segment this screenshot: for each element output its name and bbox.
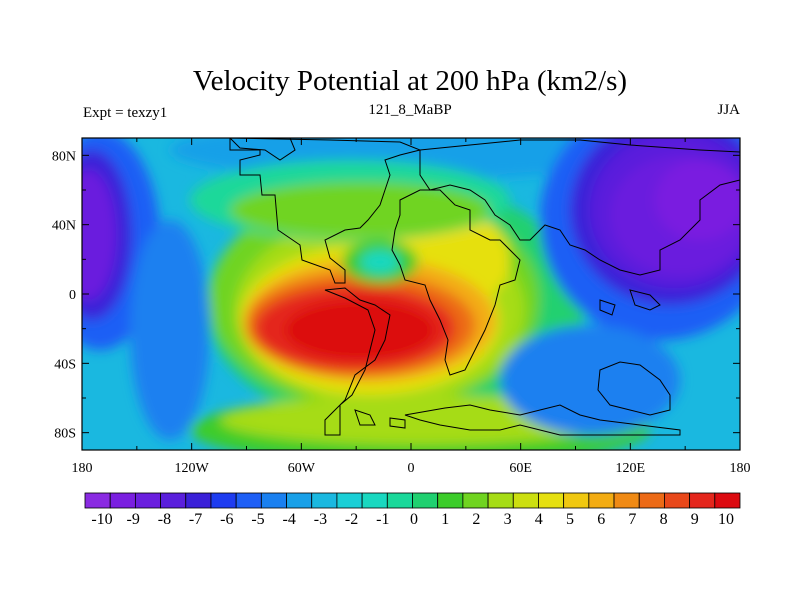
colorbar-label: -1	[376, 511, 389, 528]
colorbar-swatch	[210, 492, 237, 509]
subtitle-label: 121_8_MaBP	[368, 102, 451, 118]
colorbar-swatch	[664, 492, 691, 509]
colorbar-label: 7	[628, 511, 636, 528]
experiment-label: Expt = texzy1	[83, 105, 167, 121]
colorbar-label: 5	[566, 511, 574, 528]
colorbar-swatch	[160, 492, 187, 509]
colorbar-swatch	[109, 492, 136, 509]
colorbar-label: -10	[91, 511, 112, 528]
colorbar-swatch	[588, 492, 615, 509]
colorbar: -10 -9 -8 -7 -6 -5 -4 -3 -2 -1 0 1 2 3 4 5 6 7 8 9 10	[84, 492, 741, 528]
colorbar-label: 4	[535, 511, 543, 528]
y-tick-label: 0	[69, 288, 76, 303]
colorbar-swatch	[235, 492, 262, 509]
colorbar-swatch	[134, 492, 161, 509]
colorbar-label: -4	[283, 511, 296, 528]
x-tick-label: 0	[408, 461, 415, 476]
colorbar-swatch	[84, 492, 111, 509]
colorbar-label: 0	[410, 511, 418, 528]
x-tick-label: 180	[72, 461, 93, 476]
colorbar-swatch	[487, 492, 514, 509]
colorbar-swatch	[286, 492, 313, 509]
plot-title: Velocity Potential at 200 hPa (km2/s)	[193, 65, 627, 97]
y-tick-label: 40S	[54, 357, 76, 372]
colorbar-label: 9	[691, 511, 699, 528]
y-tick-label: 80N	[52, 149, 76, 164]
x-tick-label: 120W	[175, 461, 210, 476]
colorbar-swatch	[613, 492, 640, 509]
colorbar-swatch	[311, 492, 338, 509]
colorbar-swatch	[714, 492, 741, 509]
colorbar-label: -8	[158, 511, 171, 528]
colorbar-swatch	[185, 492, 212, 509]
colorbar-label: -5	[251, 511, 264, 528]
colorbar-label: -9	[127, 511, 140, 528]
x-tick-label: 120E	[616, 461, 646, 476]
colorbar-label: -3	[314, 511, 327, 528]
season-label: JJA	[717, 102, 740, 118]
colorbar-label: 10	[718, 511, 734, 528]
colorbar-label: 6	[597, 511, 605, 528]
colorbar-swatch	[336, 492, 363, 509]
colorbar-label: 1	[441, 511, 449, 528]
colorbar-swatch	[437, 492, 464, 509]
colorbar-swatch	[638, 492, 665, 509]
colorbar-swatch	[361, 492, 388, 509]
colorbar-swatch	[260, 492, 287, 509]
colorbar-swatch	[412, 492, 439, 509]
coastlines	[229, 138, 740, 436]
colorbar-swatch	[538, 492, 565, 509]
x-axis: 180 120W 60W 0 60E 120E 180	[72, 138, 751, 476]
velocity-potential-field	[82, 138, 740, 450]
colorbar-label: -2	[345, 511, 358, 528]
colorbar-swatch	[512, 492, 539, 509]
y-axis: 80N 40N 0 40S 80S	[52, 149, 740, 442]
colorbar-swatch	[386, 492, 413, 509]
x-tick-label: 180	[730, 461, 751, 476]
colorbar-label: 2	[472, 511, 480, 528]
colorbar-label: -7	[189, 511, 202, 528]
y-tick-label: 40N	[52, 219, 76, 234]
colorbar-swatch	[563, 492, 590, 509]
colorbar-swatch	[689, 492, 716, 509]
colorbar-label: 3	[504, 511, 512, 528]
x-tick-label: 60E	[509, 461, 532, 476]
colorbar-swatch	[462, 492, 489, 509]
y-tick-label: 80S	[54, 427, 76, 442]
colorbar-label: 8	[660, 511, 668, 528]
x-tick-label: 60W	[288, 461, 316, 476]
colorbar-label: -6	[220, 511, 233, 528]
